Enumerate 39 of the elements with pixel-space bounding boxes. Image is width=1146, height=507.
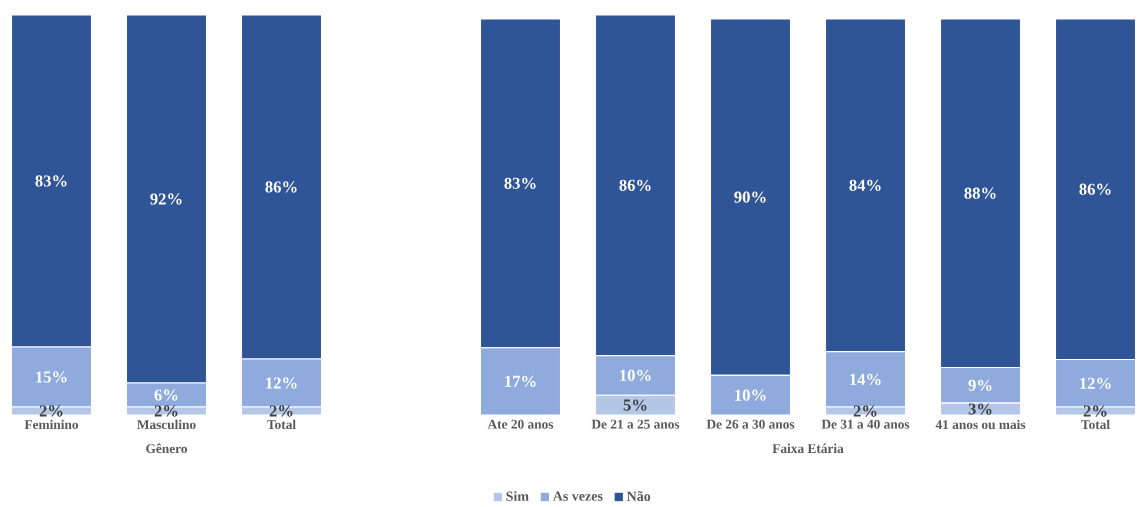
- data-label: 2%: [853, 405, 877, 417]
- x-tick-label: De 26 a 30 anos: [706, 419, 795, 429]
- data-label: 2%: [1083, 405, 1107, 417]
- x-tick-label: Feminino: [24, 419, 79, 430]
- data-label: 17%: [505, 375, 536, 387]
- data-label: 84%: [849, 179, 881, 191]
- x-tick-label: 41 anos ou mais: [935, 419, 1026, 430]
- data-label: 12%: [266, 377, 297, 389]
- x-tick-label: Masculino: [137, 419, 196, 430]
- x-tick-label: Total: [1081, 419, 1110, 430]
- data-label: 88%: [964, 187, 996, 199]
- data-label: 10%: [735, 389, 766, 401]
- data-label: 2%: [154, 405, 178, 417]
- data-label: 83%: [504, 177, 536, 189]
- data-label: 3%: [968, 403, 992, 415]
- data-label: 9%: [968, 379, 992, 391]
- x-axis-title: Faixa Etária: [772, 443, 844, 453]
- data-label: 92%: [150, 193, 182, 205]
- data-label: 90%: [734, 191, 766, 203]
- data-label: 15%: [36, 371, 67, 383]
- x-tick-label: Ate 20 anos: [487, 419, 554, 429]
- legend-label: As vezes: [552, 491, 603, 501]
- data-label: 12%: [1080, 377, 1111, 389]
- data-label: 6%: [154, 389, 178, 401]
- x-tick-label: De 31 a 40 anos: [821, 419, 910, 429]
- legend-label: Sim: [506, 491, 529, 502]
- data-label: 86%: [1079, 183, 1111, 195]
- data-label: 5%: [623, 399, 647, 411]
- x-tick-label: De 21 a 25 anos: [591, 419, 680, 429]
- data-label: 14%: [850, 373, 881, 386]
- data-label: 2%: [269, 405, 293, 417]
- x-axis-title: Gênero: [146, 443, 187, 454]
- data-label: 2%: [39, 405, 63, 417]
- data-label: 86%: [619, 179, 651, 191]
- data-label: 10%: [620, 369, 651, 382]
- legend-label: Não: [626, 491, 651, 502]
- data-label: 86%: [265, 181, 297, 193]
- data-label: 83%: [35, 175, 67, 187]
- x-tick-label: Total: [267, 419, 296, 430]
